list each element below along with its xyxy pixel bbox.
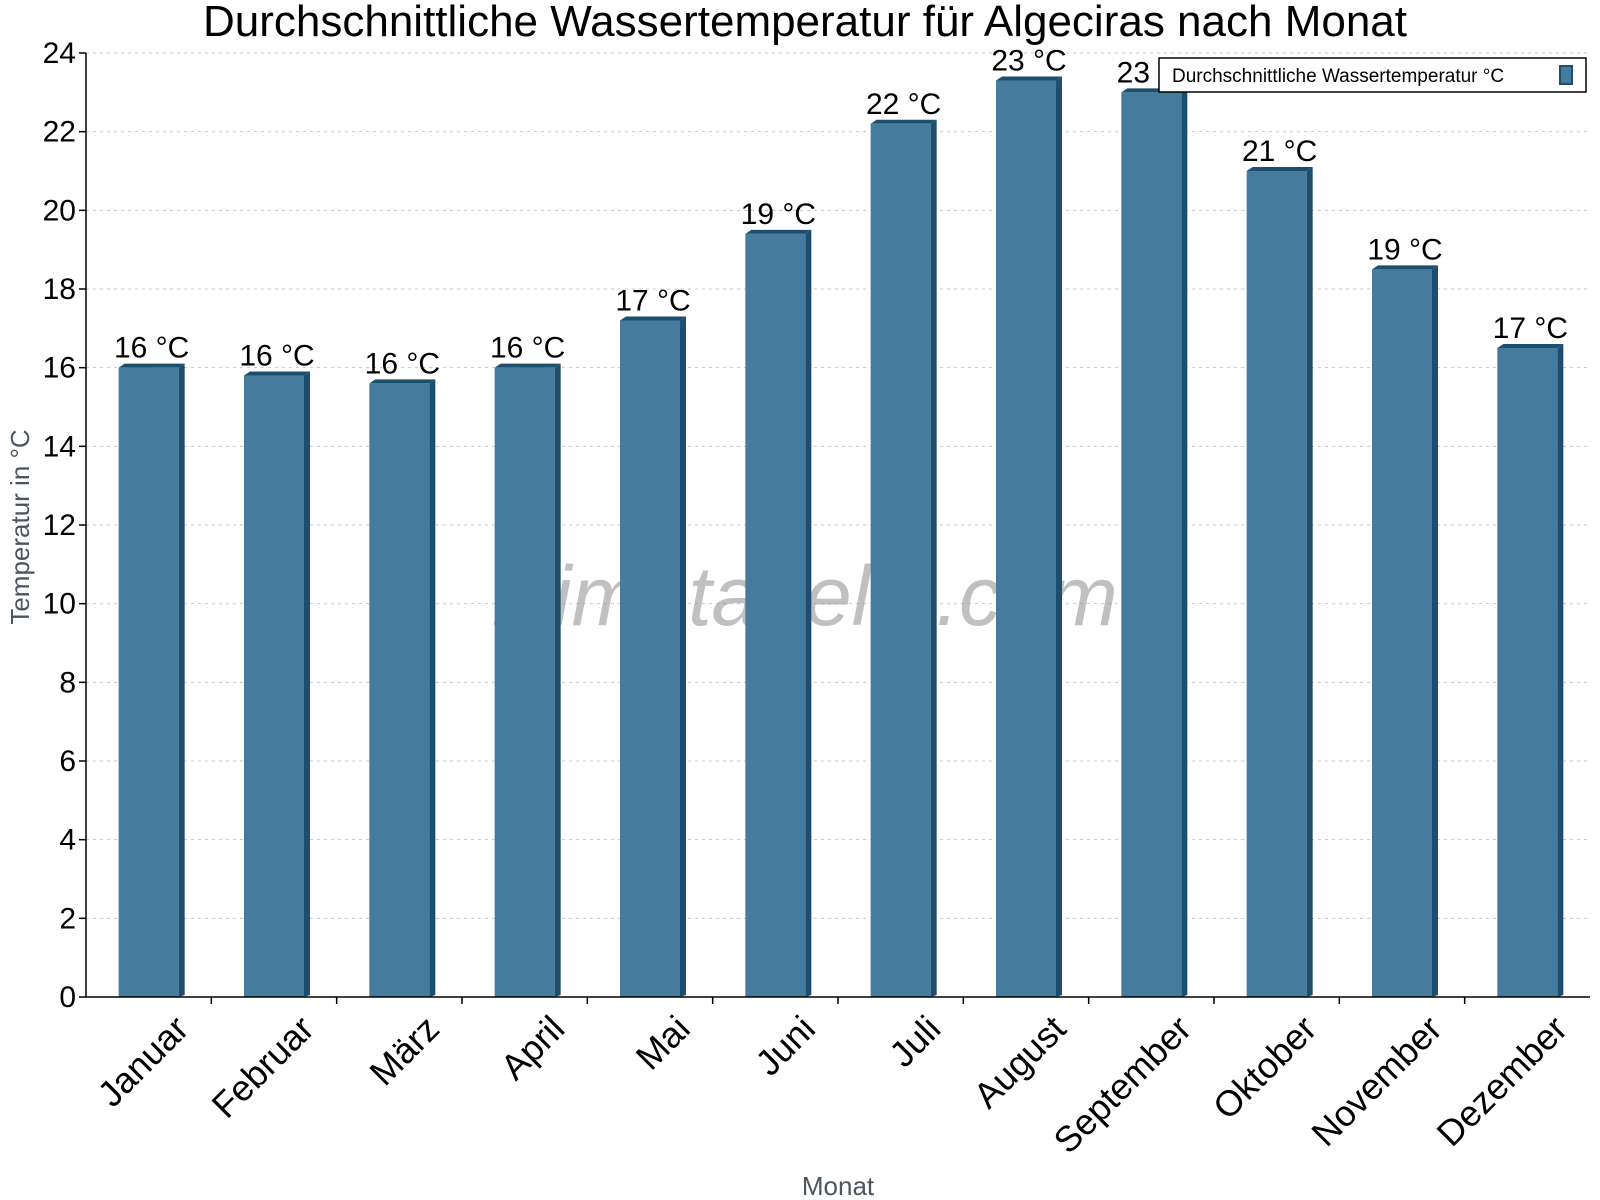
y-tick-label: 24 — [43, 37, 76, 70]
legend-label: Durchschnittliche Wassertemperatur °C — [1172, 66, 1504, 87]
bar-value-label: 19 °C — [741, 198, 816, 231]
bar — [494, 367, 555, 998]
y-tick-label: 22 — [43, 116, 76, 149]
x-axis-label: Monat — [802, 1171, 875, 1200]
legend-box — [1158, 57, 1587, 93]
y-tick-label: 2 — [59, 902, 76, 935]
legend-swatch — [1559, 65, 1573, 85]
bar-side — [1557, 344, 1564, 997]
y-tick-label: 4 — [59, 824, 76, 857]
bar-value-label: 16 °C — [114, 332, 189, 365]
y-tick-label: 20 — [43, 194, 76, 227]
x-tick-label: Mai — [628, 1008, 698, 1078]
bar-group: 16 °C — [239, 340, 315, 997]
bars: 16 °C 16 °C 16 °C 16 °C 17 °C 19 °C 22 °C 23 °C… — [114, 45, 1568, 998]
bar — [1497, 348, 1558, 997]
bar-top — [494, 363, 561, 368]
bar-side — [805, 229, 812, 997]
bar-group: 23 °C — [991, 45, 1067, 998]
bar-side — [1306, 167, 1313, 997]
x-tick-label: Dezember — [1429, 1008, 1575, 1154]
axes — [79, 52, 1590, 1004]
x-tick-label: November — [1303, 1008, 1449, 1154]
bar-group: 19 °C — [1367, 233, 1443, 997]
bar — [1372, 269, 1432, 997]
bar-top — [1497, 344, 1564, 348]
bar — [1246, 171, 1307, 997]
bar-group: 16 °C — [365, 347, 440, 997]
bar-group: 19 °C — [741, 198, 816, 997]
x-tick-label: Juli — [881, 1008, 948, 1075]
bar-top — [745, 229, 812, 234]
bar-top — [118, 363, 185, 368]
bar — [745, 233, 806, 997]
bar-group: 17 °C — [1493, 312, 1568, 997]
bar-top — [996, 76, 1062, 81]
bar-side — [554, 363, 561, 998]
bar-top — [870, 119, 937, 124]
bar-value-label: 17 °C — [615, 284, 690, 317]
bar-group: 17 °C — [615, 284, 691, 997]
y-tick-label: 12 — [43, 509, 76, 542]
chart-title: Durchschnittliche Wassertemperatur für A… — [203, 0, 1407, 46]
y-tick-label: 8 — [59, 666, 76, 699]
grid — [86, 52, 1590, 919]
bar-value-label: 22 °C — [866, 88, 941, 121]
bar-group: 16 °C — [490, 332, 565, 998]
bar-top — [369, 379, 436, 384]
bar-group: 21 °C — [1242, 135, 1317, 997]
y-tick-label: 6 — [59, 745, 76, 778]
x-tick-label: Januar — [89, 1008, 196, 1115]
bar-value-label: 16 °C — [239, 340, 314, 373]
bar — [118, 367, 179, 998]
y-tick-label: 0 — [59, 981, 76, 1014]
bar-side — [930, 119, 937, 998]
y-tick-label: 18 — [43, 273, 76, 306]
x-tick-label: April — [492, 1008, 572, 1088]
y-tick-label: 14 — [43, 430, 76, 463]
bar-value-label: 19 °C — [1367, 233, 1442, 266]
bar — [620, 320, 680, 997]
x-tick-label: März — [361, 1008, 447, 1094]
bar — [996, 80, 1056, 998]
bar-top — [1372, 265, 1438, 270]
bar-value-label: 16 °C — [490, 332, 565, 365]
bar — [870, 123, 931, 998]
bar-group: 23 °C — [1117, 56, 1192, 998]
x-ticks: Januar Februar März April Mai Juni Juli AugustS… — [89, 1008, 1575, 1162]
bar-side — [1056, 76, 1062, 998]
bar-side — [680, 316, 686, 997]
bar-group: 16 °C — [114, 332, 189, 998]
bar-top — [244, 371, 310, 376]
bar-side — [1181, 88, 1188, 998]
bar-top — [1246, 167, 1313, 171]
y-axis-label: Temperatur in °C — [5, 429, 35, 624]
bar-side — [429, 379, 436, 997]
legend: Durchschnittliche Wassertemperatur °C — [1158, 57, 1587, 93]
bar-value-label: 16 °C — [365, 347, 440, 380]
x-tick-label: Oktober — [1205, 1008, 1325, 1128]
bar-side — [304, 371, 310, 997]
y-tick-label: 16 — [43, 352, 76, 385]
bar-top — [620, 316, 686, 321]
x-tick-label: September — [1045, 1008, 1199, 1162]
bar — [244, 375, 304, 997]
x-tick-label: Februar — [204, 1008, 322, 1126]
y-tick-label: 10 — [43, 588, 76, 621]
bar-value-label: 17 °C — [1493, 312, 1568, 345]
x-tick-label: August — [965, 1008, 1073, 1116]
bar-value-label: 21 °C — [1242, 135, 1317, 168]
x-tick-label: Juni — [747, 1008, 823, 1084]
bar-group: 22 °C — [866, 88, 941, 998]
bar-side — [178, 363, 185, 998]
bar — [1121, 92, 1182, 998]
bar-value-label: 23 °C — [991, 45, 1066, 78]
bar — [369, 383, 430, 997]
bar-side — [1432, 265, 1438, 997]
